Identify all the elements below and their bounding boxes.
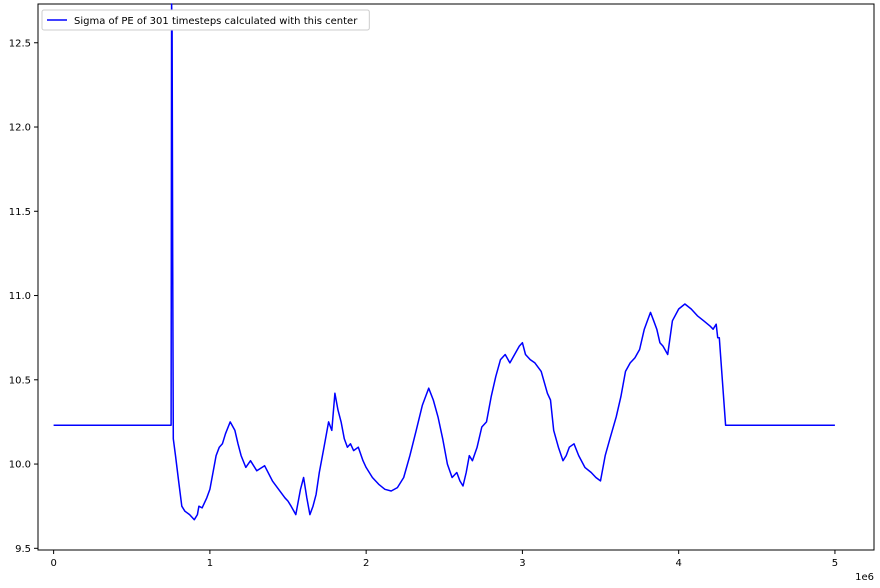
series-line: [53, 3, 835, 521]
y-tick-label: 10.0: [9, 460, 31, 471]
y-tick-label: 9.5: [15, 544, 31, 555]
plot-frame: [37, 3, 875, 551]
legend-box: [41, 9, 370, 31]
y-axis: 9.5 10.0 10.5 11.0 11.5 12.0 12.5: [9, 38, 38, 555]
y-tick-label: 11.5: [9, 207, 31, 218]
y-tick-label: 10.5: [9, 375, 31, 386]
x-axis: 0 1 2 3 4 5: [50, 550, 838, 569]
x-tick-label: 1: [207, 558, 213, 569]
y-tick-label: 12.0: [9, 123, 31, 134]
legend: Sigma of PE of 301 timesteps calculated …: [41, 9, 370, 31]
x-tick-label: 4: [675, 558, 681, 569]
y-tick-label: 12.5: [9, 38, 31, 49]
x-tick-label: 0: [50, 558, 56, 569]
x-tick-label: 3: [519, 558, 525, 569]
x-tick-label: 2: [363, 558, 369, 569]
y-tick-label: 11.0: [9, 291, 31, 302]
plot-area: 0 1 2 3 4 5 9.5 10.0 10.5 11.0 11.5 12.0 12.5 1e6: [9, 3, 875, 583]
x-tick-label: 5: [832, 558, 838, 569]
legend-label: Sigma of PE of 301 timesteps calculated …: [74, 16, 358, 27]
x-axis-offset-label: 1e6: [855, 572, 874, 583]
